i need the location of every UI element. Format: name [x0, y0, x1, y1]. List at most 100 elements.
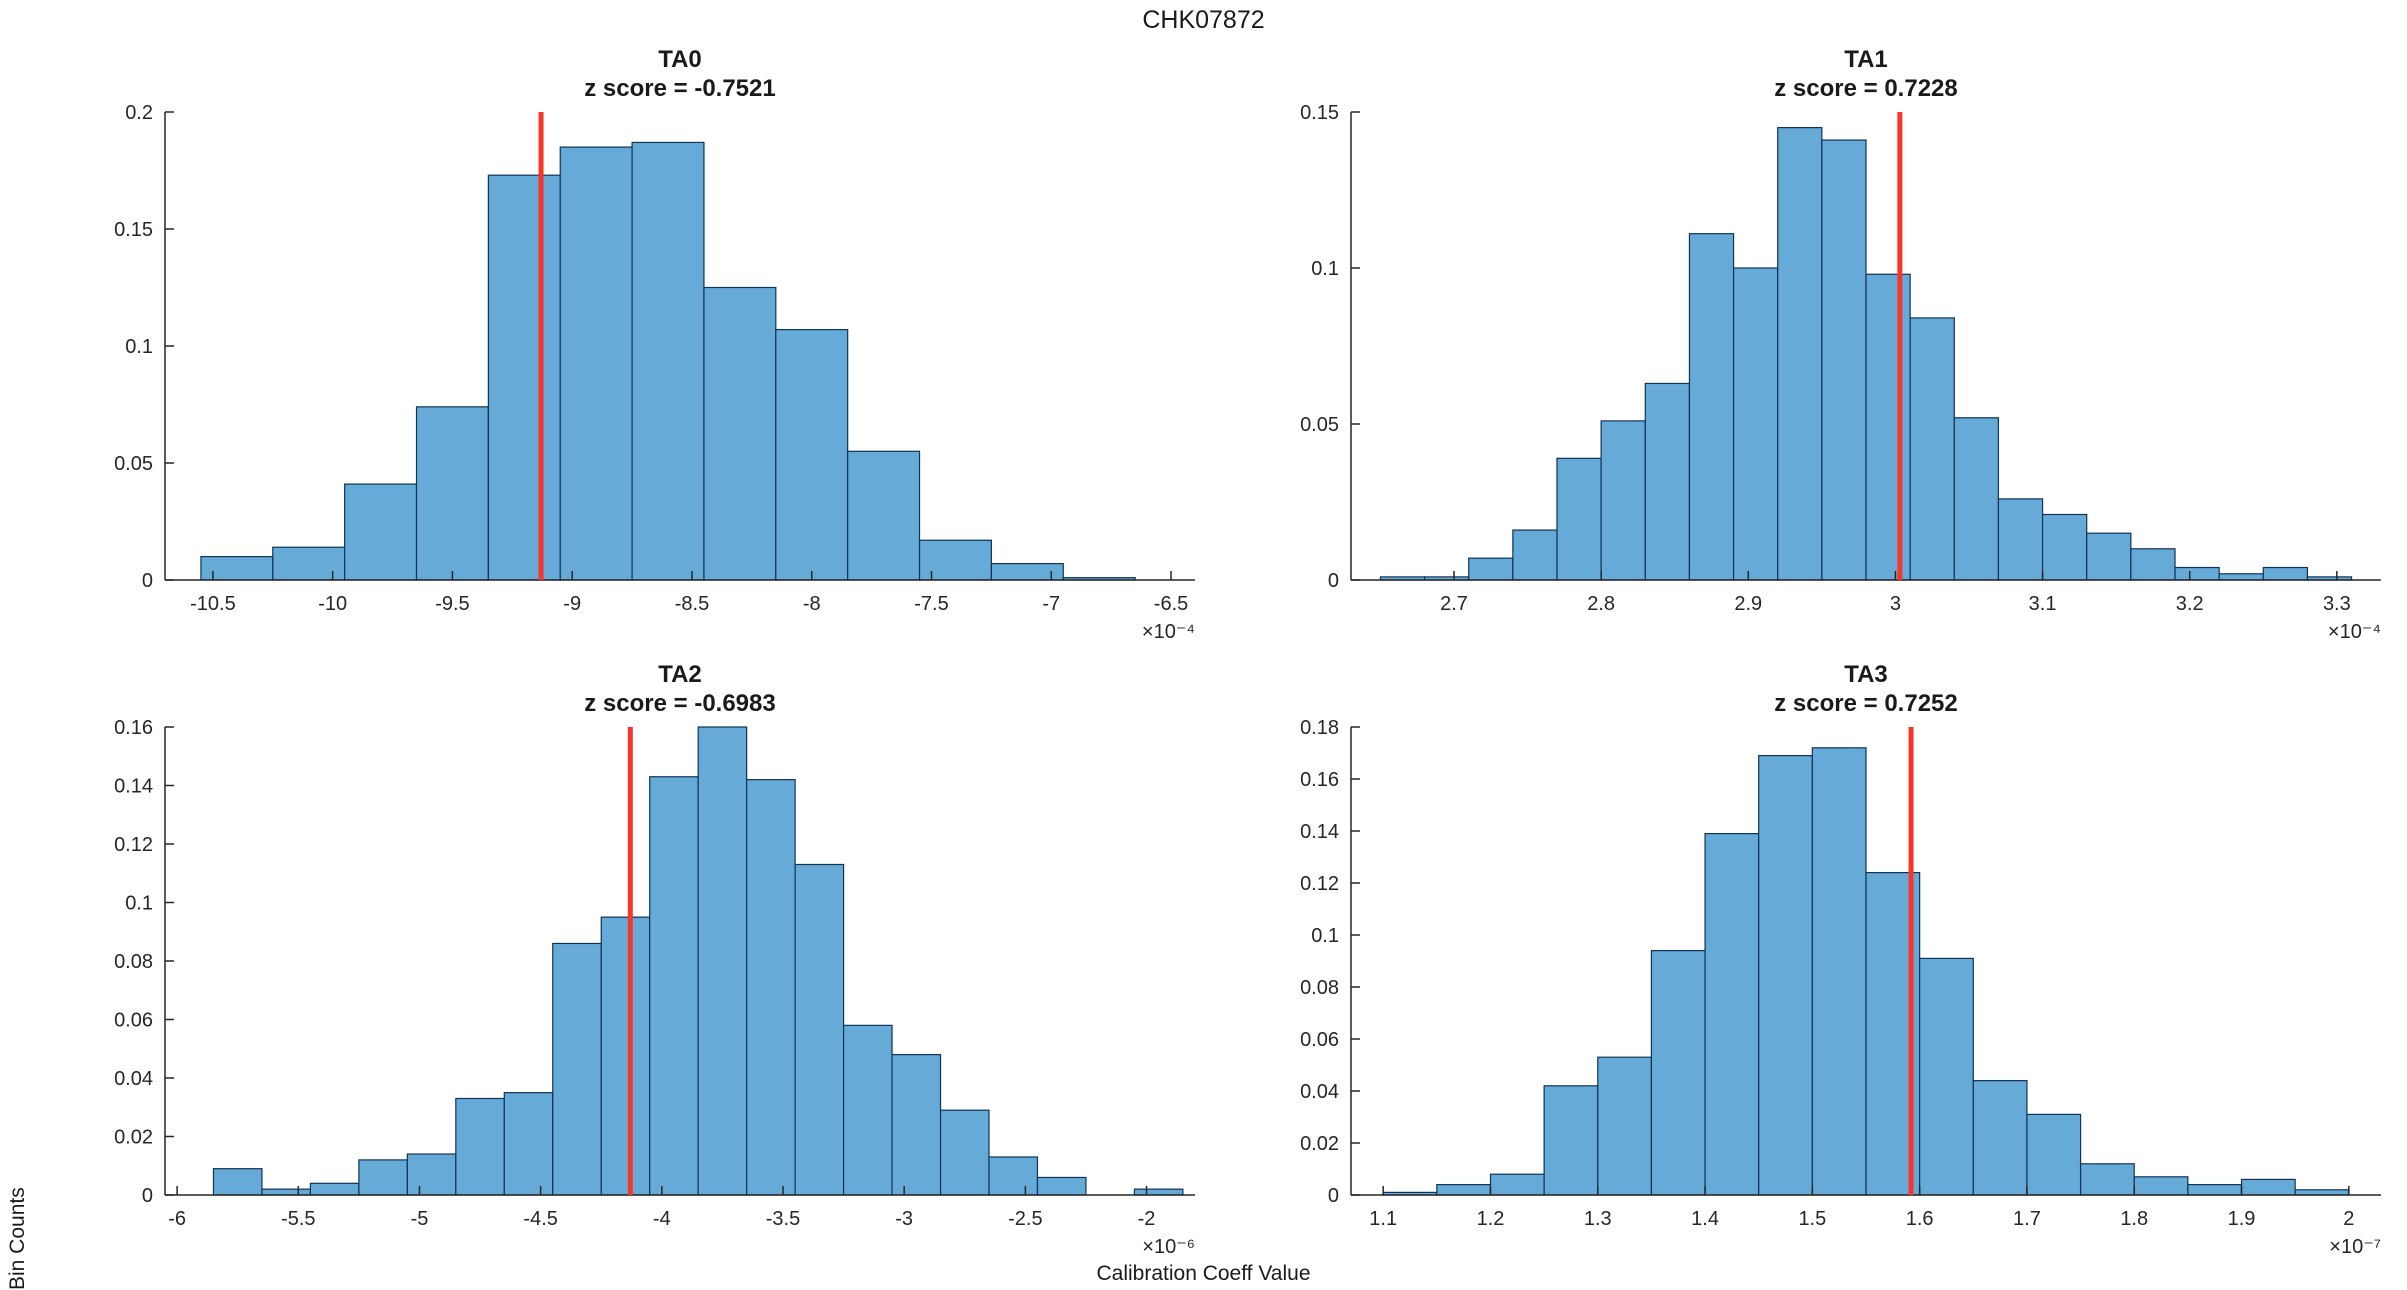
x-tick-label: 1.8 [2120, 1208, 2148, 1230]
x-tick-label: -5.5 [281, 1208, 315, 1230]
histogram-ta0: 0 0.05 0.1 0.15 0.2 -10.5 -10 -9.5 -9 -8.5 -8 -7.5 -… [114, 102, 1195, 643]
subplot-title: TA1 [1844, 46, 1888, 73]
y-tick-label: 0.15 [1300, 104, 1339, 124]
histogram-bar [1704, 832, 1760, 1196]
histogram-bar [2174, 566, 2220, 581]
subplot-zscore: z score = 0.7252 [1774, 690, 1958, 717]
histogram-bar [1688, 233, 1735, 581]
histogram-bar [842, 1024, 893, 1196]
histogram-bar [631, 141, 705, 581]
histogram-bar [2041, 513, 2088, 581]
histogram-bar [2294, 1189, 2350, 1196]
y-tick-label: 0 [142, 1185, 153, 1207]
x-tick-label: 1.7 [2013, 1208, 2041, 1230]
histogram-bar [939, 1109, 990, 1196]
histogram-bar [2079, 1163, 2135, 1196]
y-tick-label: 0.18 [1300, 719, 1339, 739]
histogram-bar [261, 1188, 312, 1196]
x-tick-label: -6.5 [1154, 593, 1188, 615]
x-tick-label: -8.5 [675, 593, 709, 615]
histogram-bar [1909, 317, 1955, 581]
x-tick-label: 3.1 [2029, 593, 2057, 615]
subplot-ta0: TA0 z score = -0.7521 0 0.05 0.1 0.15 0.2 -10.5… [70, 46, 1220, 649]
histogram-bar [1489, 1173, 1545, 1196]
x-tick-label: 2.7 [1440, 593, 1468, 615]
histogram-bar [344, 483, 418, 581]
subplot-title: TA0 [658, 46, 702, 73]
x-tick-label: -2.5 [1008, 1208, 1042, 1230]
histogram-bar [1865, 273, 1911, 581]
x-tick-label: 1.6 [1906, 1208, 1934, 1230]
histogram-bar [552, 942, 602, 1196]
histogram-bar [2026, 1113, 2082, 1196]
histogram-bar [406, 1153, 457, 1196]
axis-exponent-label: ×10⁻⁴ [2328, 621, 2381, 643]
y-tick-label: 0.1 [125, 893, 153, 915]
histogram-bar [358, 1159, 408, 1196]
histogram-bar [1468, 557, 1514, 581]
y-tick-label: 0.16 [1300, 769, 1339, 791]
histogram-bar [1997, 498, 2044, 581]
histogram-bar [649, 776, 699, 1196]
y-tick-label: 0.15 [114, 219, 153, 241]
y-tick-label: 0.02 [114, 1127, 153, 1149]
y-tick-label: 0.05 [1300, 414, 1339, 436]
x-tick-label: 2 [2343, 1208, 2354, 1230]
x-tick-label: -2 [1138, 1208, 1156, 1230]
x-tick-label: -5 [411, 1208, 429, 1230]
y-tick-label: 0.04 [1300, 1081, 1339, 1103]
histogram-bar [1777, 127, 1823, 581]
histogram-bar [1036, 1176, 1087, 1196]
x-tick-label: 1.9 [2228, 1208, 2256, 1230]
histogram-bar [200, 556, 274, 581]
x-tick-label: 1.5 [1798, 1208, 1826, 1230]
x-tick-label: 2.9 [1734, 593, 1762, 615]
histogram-bar [1972, 1080, 2028, 1196]
histogram-bar [309, 1182, 360, 1196]
x-tick-label: 2.8 [1587, 593, 1615, 615]
x-tick-label: -10 [318, 593, 347, 615]
histogram-bar [1758, 754, 1813, 1196]
subplot-ta3: TA3 z score = 0.7252 0 0.02 0.04 0.06 0.08 0.1 0… [1256, 661, 2406, 1264]
histogram-bar [1821, 139, 1867, 581]
histogram-ta3: 0 0.02 0.04 0.06 0.08 0.1 0.12 0.14 0.16 0.18 1.1 1… [1300, 717, 2381, 1258]
histogram-bar [1436, 1184, 1492, 1196]
subplot-title: TA2 [658, 661, 702, 688]
x-tick-label: 1.3 [1584, 1208, 1612, 1230]
y-tick-label: 0 [1328, 570, 1339, 592]
x-tick-label: 1.2 [1477, 1208, 1505, 1230]
histogram-ta1: 0 0.05 0.1 0.15 2.7 2.8 2.9 3 3.1 3.2 3.3 ×10⁻⁴ [1300, 102, 2381, 643]
subplot-title: TA3 [1844, 661, 1888, 688]
y-tick-label: 0.06 [1300, 1029, 1339, 1051]
y-tick-label: 0.1 [125, 336, 153, 358]
histogram-bar [2133, 1176, 2189, 1196]
histogram-bar [2240, 1178, 2296, 1196]
histogram-bar [746, 779, 796, 1196]
x-tick-label: 3 [1890, 593, 1901, 615]
x-tick-label: -6 [168, 1208, 186, 1230]
histogram-bar [697, 726, 748, 1196]
y-axis-label: Bin Counts [6, 1187, 29, 1290]
y-tick-label: 0.02 [1300, 1133, 1339, 1155]
histogram-bar [1133, 1188, 1184, 1196]
histogram-bar [1597, 1056, 1653, 1196]
x-tick-label: -3.5 [766, 1208, 800, 1230]
subplot-ta1: TA1 z score = 0.7228 0 0.05 0.1 0.15 2.7 2.8 2.9… [1256, 46, 2406, 649]
x-tick-label: 1.4 [1691, 1208, 1719, 1230]
histogram-bar [918, 539, 992, 581]
histogram-bar [1556, 457, 1602, 581]
subplot-ta2: TA2 z score = -0.6983 0 0.02 0.04 0.06 0.08 0.1… [70, 661, 1220, 1264]
y-tick-label: 0.05 [114, 453, 153, 475]
histogram-bar [703, 286, 777, 581]
y-tick-label: 0.2 [125, 104, 153, 124]
y-tick-label: 0 [1328, 1185, 1339, 1207]
subplot-zscore: z score = -0.6983 [584, 690, 776, 717]
y-tick-label: 0.14 [114, 776, 153, 798]
x-tick-label: 3.3 [2323, 593, 2351, 615]
y-tick-label: 0 [142, 570, 153, 592]
histogram-bar [988, 1156, 1039, 1196]
histogram-bar [891, 1054, 942, 1196]
histogram-bar [503, 1092, 554, 1196]
y-tick-label: 0.1 [1311, 258, 1339, 280]
x-axis-label: Calibration Coeff Value [1096, 1262, 1311, 1285]
